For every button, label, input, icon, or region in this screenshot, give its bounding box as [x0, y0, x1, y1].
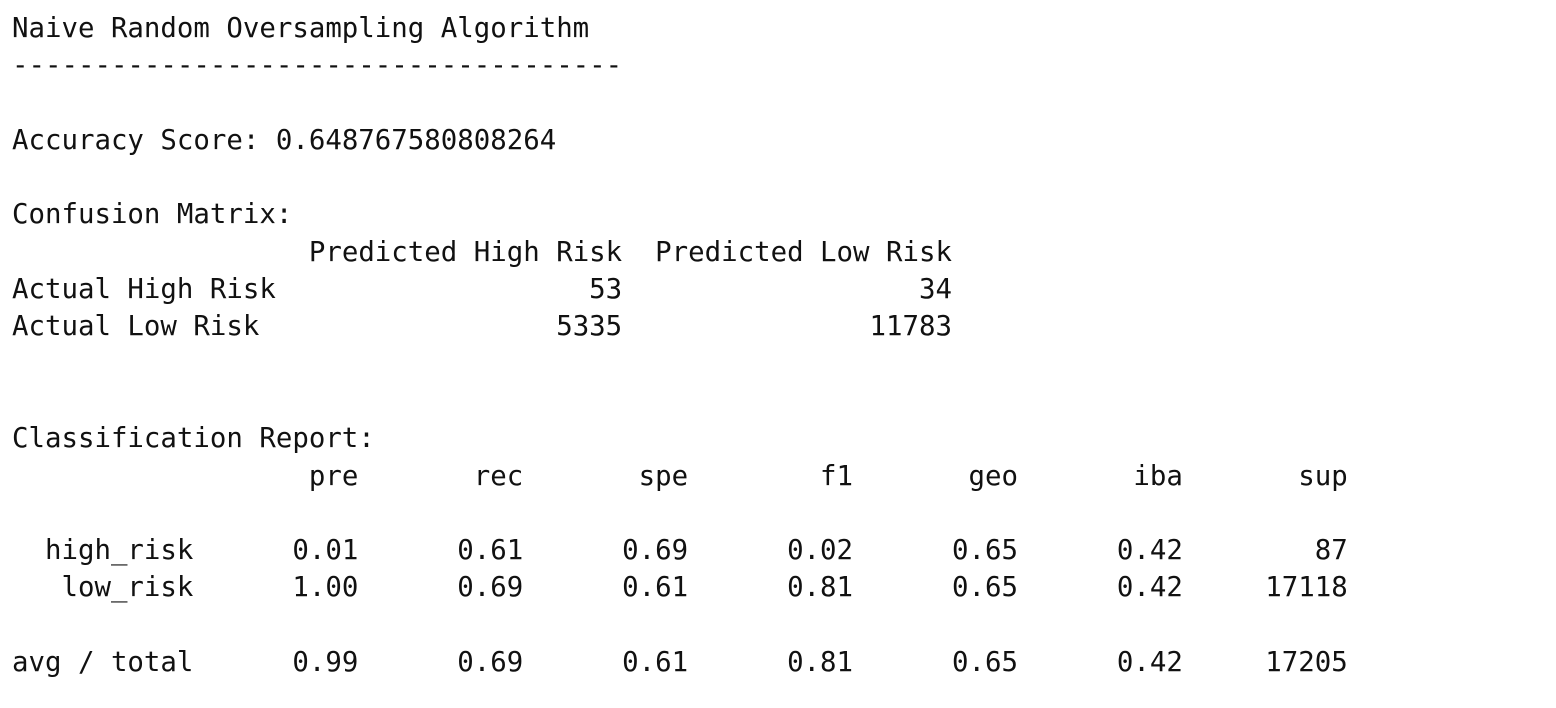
- cr-cell: 0.01: [193, 535, 359, 567]
- cr-column: pre: [193, 460, 359, 492]
- cr-column: sup: [1182, 460, 1348, 492]
- cr-corner: [12, 461, 193, 492]
- blank-line: [12, 346, 1348, 383]
- cm-corner: [12, 237, 309, 268]
- cr-cell: 0.42: [1017, 647, 1183, 679]
- cm-row-label: Actual Low Risk: [12, 311, 309, 343]
- cr-row-high-risk: high_risk 0.01 0.61 0.69 0.02 0.65 0.42 …: [12, 532, 1348, 569]
- cr-cell: 0.69: [358, 647, 524, 679]
- confusion-matrix-header-row: Predicted High Risk Predicted Low Risk: [12, 234, 1348, 271]
- cr-cell: 1.00: [193, 572, 359, 604]
- cr-column: rec: [358, 460, 524, 492]
- cr-cell: 0.61: [523, 647, 689, 679]
- cm-cell: 34: [655, 274, 952, 306]
- cr-header-row: pre rec spe f1 geo iba sup: [12, 458, 1348, 495]
- cr-column: f1: [688, 460, 854, 492]
- cm-row-label: Actual High Risk: [12, 274, 309, 306]
- accuracy-line: Accuracy Score: 0.648767580808264: [12, 122, 1348, 159]
- cm-cell: 53: [308, 274, 623, 306]
- cm-row-actual-low: Actual Low Risk 5335 11783: [12, 308, 1348, 345]
- cm-column-predicted-high: Predicted High Risk: [308, 236, 623, 268]
- title-separator: -------------------------------------: [12, 50, 623, 82]
- confusion-matrix-heading: Confusion Matrix:: [12, 199, 293, 231]
- cr-cell: 0.42: [1017, 572, 1183, 604]
- accuracy-label: Accuracy Score:: [12, 124, 260, 156]
- cm-cell: 11783: [655, 311, 952, 343]
- cr-column: iba: [1017, 460, 1183, 492]
- cm-row-actual-high: Actual High Risk 53 34: [12, 271, 1348, 308]
- cr-cell: 0.81: [688, 647, 854, 679]
- cr-cell: 0.81: [688, 572, 854, 604]
- cr-cell: 0.61: [523, 572, 689, 604]
- cr-cell: 0.65: [853, 572, 1018, 604]
- blank-line: [12, 383, 1348, 420]
- cr-cell: 0.61: [358, 535, 524, 567]
- cr-cell: 0.42: [1017, 535, 1183, 567]
- blank-line: [12, 159, 1348, 196]
- cr-cell: 87: [1182, 535, 1348, 567]
- accuracy-value: 0.648767580808264: [275, 124, 557, 156]
- classification-report-heading: Classification Report:: [12, 423, 375, 455]
- cr-row-label: high_risk: [12, 535, 194, 567]
- cr-cell: 0.69: [523, 535, 689, 567]
- output-title: Naive Random Oversampling Algorithm: [12, 13, 590, 44]
- cr-cell: 17205: [1182, 647, 1348, 679]
- cr-cell: 0.65: [853, 535, 1018, 567]
- cr-cell: 0.02: [688, 535, 854, 567]
- blank-line: [12, 85, 1348, 122]
- blank-line: [12, 607, 1348, 644]
- cr-cell: 0.99: [193, 647, 359, 679]
- cr-row-low-risk: low_risk 1.00 0.69 0.61 0.81 0.65 0.42 1…: [12, 569, 1348, 606]
- cr-row-avg-total: avg / total 0.99 0.69 0.61 0.81 0.65 0.4…: [12, 644, 1348, 681]
- cr-column: spe: [523, 460, 689, 492]
- cr-cell: 0.65: [853, 647, 1018, 679]
- blank-line: [12, 495, 1348, 532]
- cr-column: geo: [853, 460, 1018, 492]
- cr-row-label: low_risk: [12, 572, 194, 604]
- cr-cell: 0.69: [358, 572, 524, 604]
- cm-cell: 5335: [308, 311, 623, 343]
- cr-cell: 17118: [1182, 572, 1348, 604]
- console-output: Naive Random Oversampling Algorithm -----…: [12, 10, 1348, 681]
- cm-column-predicted-low: Predicted Low Risk: [655, 236, 952, 268]
- cr-row-label: avg / total: [12, 647, 194, 679]
